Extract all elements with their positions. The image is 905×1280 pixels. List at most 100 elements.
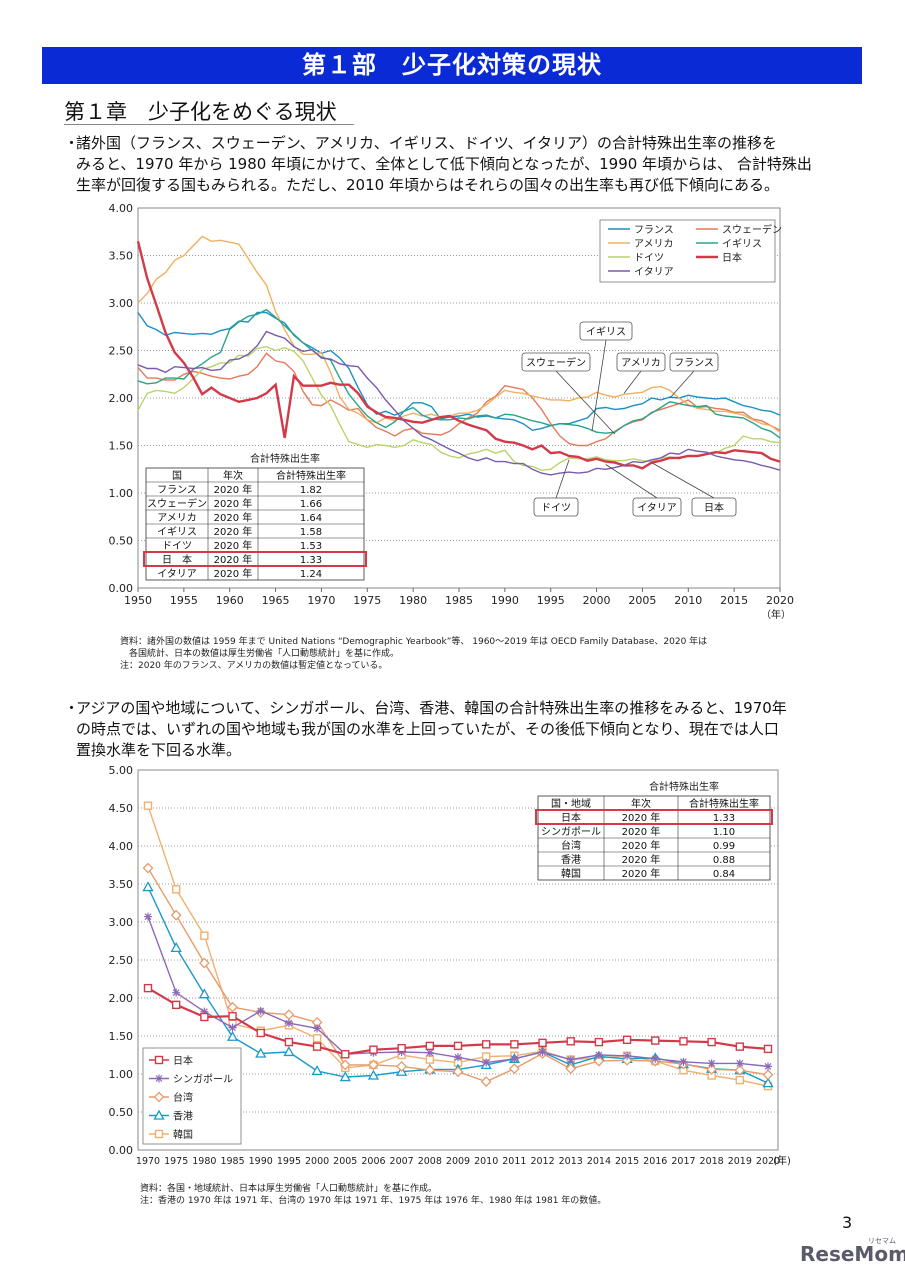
legend-label: イタリア	[634, 266, 674, 278]
marker-diamond	[227, 1001, 238, 1013]
source-line: 注：2020 年のフランス、アメリカの数値は暫定値となっている。	[120, 661, 388, 671]
series-line-イギリス	[137, 308, 781, 439]
table-cell: 年次	[631, 797, 651, 810]
x-tick-label: 1960	[216, 594, 244, 607]
y-tick-label: 0.50	[109, 1106, 134, 1119]
table-cell: 2020 年	[214, 567, 253, 580]
marker-square	[143, 983, 153, 993]
y-tick-label: 2.50	[109, 954, 134, 967]
marker-star	[172, 988, 181, 997]
callout-label: アメリカ	[621, 357, 661, 369]
callout-label: フランス	[674, 357, 714, 369]
marker-star	[707, 1059, 716, 1068]
marker-square	[622, 1035, 632, 1044]
marker-square	[679, 1037, 688, 1046]
callout-label: 日本	[704, 501, 724, 514]
y-tick-label: 1.50	[109, 440, 134, 453]
marker-star	[623, 1051, 632, 1060]
intro-paragraph-2: ・ アジアの国や地域について、シンガポール、台湾、香港、韓国の合計特殊出生率の推…	[64, 698, 787, 761]
marker-square	[594, 1037, 604, 1047]
table-cell: 1.64	[300, 513, 322, 524]
callout-leader	[555, 459, 570, 499]
callout-box	[616, 352, 666, 372]
marker-square	[707, 1037, 716, 1047]
callout-box	[579, 321, 633, 341]
table-cell: 国・地域	[551, 797, 591, 810]
table-cell: 2020 年	[622, 853, 661, 866]
marker-square	[341, 1050, 350, 1059]
x-tick-label: 1950	[124, 594, 152, 607]
table-cell: 1.33	[300, 555, 322, 566]
table-cell: 1.24	[300, 569, 322, 580]
marker-square	[200, 1012, 209, 1022]
table-cell: 0.99	[713, 841, 735, 852]
series-line-アメリカ	[137, 235, 781, 433]
x-tick-label: 1995	[537, 594, 565, 607]
table-cell: シンガポール	[541, 826, 601, 838]
x-tick-label: 2005	[628, 594, 656, 607]
callout-box	[533, 497, 579, 517]
source-line: 資料：各国・地域統計、日本は厚生労働省「人口動態統計」を基に作成。	[140, 1184, 438, 1194]
y-tick-label: 1.50	[109, 1030, 134, 1043]
x-tick-label: 2005	[333, 1156, 357, 1167]
marker-square	[312, 1042, 322, 1051]
table-cell: 合計特殊出生率	[689, 797, 759, 810]
x-tick-label: 2013	[559, 1156, 583, 1167]
x-tick-label: 2006	[361, 1156, 385, 1167]
x-tick-label: 2014	[587, 1156, 611, 1167]
callout-label: イギリス	[586, 326, 626, 338]
marker-triangle	[367, 1069, 380, 1080]
marker-diamond	[424, 1064, 436, 1076]
table-title: 合計特殊出生率	[649, 780, 719, 793]
marker-triangle	[226, 1030, 239, 1041]
legend-label: シンガポール	[173, 1074, 233, 1086]
x-tick-label: 1970	[136, 1156, 160, 1167]
chapter-underline	[64, 124, 354, 125]
marker-diamond	[706, 1064, 718, 1075]
marker-diamond	[368, 1059, 379, 1071]
marker-diamond	[452, 1066, 464, 1078]
legend-label: スウェーデン	[722, 223, 782, 236]
callout-box	[691, 497, 737, 517]
y-tick-label: 2.50	[109, 345, 134, 358]
series-line-スウェーデン	[137, 352, 781, 447]
marker-diamond	[593, 1055, 605, 1067]
marker-star	[200, 1007, 209, 1016]
paragraph-line: アジアの国や地域について、シンガポール、台湾、香港、韓国の合計特殊出生率の推移を…	[76, 699, 787, 717]
x-tick-label: 1995	[277, 1156, 301, 1167]
x-tick-label: 2018	[700, 1156, 724, 1167]
source-line: 注：香港の 1970 年は 1971 年、台湾の 1970 年は 1971 年、…	[140, 1196, 607, 1206]
x-axis-unit: （年）	[761, 608, 791, 621]
legend-label: 日本	[173, 1054, 193, 1067]
table-cell: 韓国	[561, 868, 581, 880]
paragraph-line: 生率が回復する国もみられる。ただし、2010 年頃からはそれらの国々の出生率も再…	[76, 176, 779, 194]
x-tick-label: 2012	[530, 1156, 554, 1167]
table-cell: 0.88	[713, 855, 735, 866]
marker-square	[256, 1028, 265, 1038]
x-tick-label: 2010	[474, 1156, 498, 1167]
y-tick-label: 0.00	[109, 582, 134, 595]
table-cell: スウェーデン	[147, 497, 207, 510]
marker-square	[200, 931, 209, 940]
marker-star	[155, 1074, 163, 1083]
marker-square	[481, 1040, 491, 1049]
table-highlight	[143, 551, 367, 567]
marker-square	[735, 1075, 745, 1085]
y-tick-label: 2.00	[109, 992, 134, 1005]
marker-diamond	[153, 1091, 165, 1103]
table-cell: 年次	[223, 469, 243, 482]
legend-label: 台湾	[173, 1091, 193, 1104]
table-cell: イギリス	[157, 526, 197, 538]
table-cell: 1.82	[300, 485, 322, 496]
paragraph-line: みると、1970 年から 1980 年頃にかけて、全体として低下傾向となったが、…	[76, 155, 812, 173]
marker-star	[228, 1023, 237, 1032]
marker-triangle	[762, 1077, 774, 1088]
marker-triangle	[198, 988, 210, 999]
legend-label: フランス	[634, 224, 674, 236]
x-tick-label: 2017	[671, 1156, 695, 1167]
marker-square	[143, 801, 153, 810]
callout-label: スウェーデン	[526, 356, 586, 369]
legend-label: 香港	[173, 1111, 193, 1123]
table-cell: 2020 年	[214, 539, 253, 552]
table-cell: ドイツ	[162, 541, 192, 552]
